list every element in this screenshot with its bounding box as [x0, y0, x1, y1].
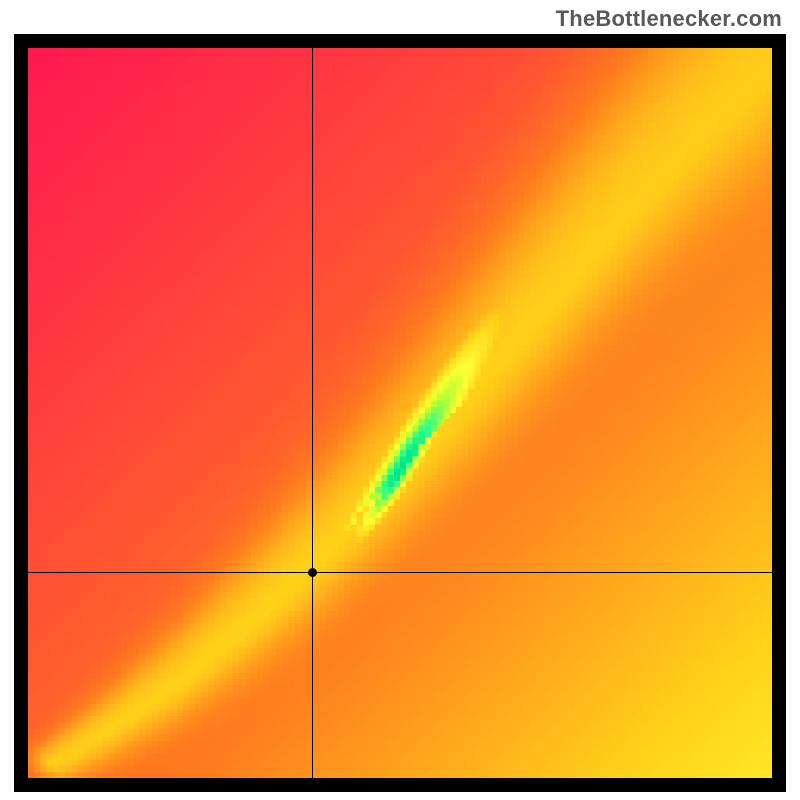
bottleneck-heatmap — [28, 48, 772, 778]
chart-root: { "watermark": { "text": "TheBottlenecke… — [0, 0, 800, 800]
crosshair-horizontal — [28, 572, 772, 573]
watermark-text: TheBottlenecker.com — [556, 6, 782, 32]
crosshair-vertical — [312, 48, 313, 778]
